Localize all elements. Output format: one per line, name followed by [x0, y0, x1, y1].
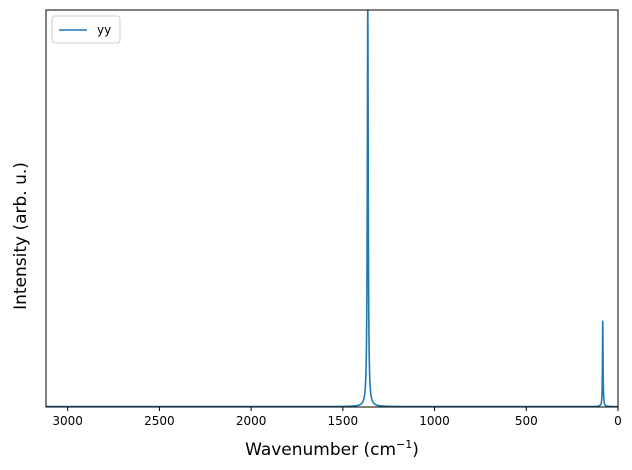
- x-axis-ticks: 3000 2500 2000 1500 1000 500 0: [52, 407, 622, 428]
- x-tick-label: 500: [515, 414, 538, 428]
- x-tick-label: 2000: [236, 414, 267, 428]
- x-tick-label: 1500: [328, 414, 359, 428]
- x-axis-label-superscript: −1: [396, 438, 412, 451]
- legend-label-yy: yy: [97, 23, 111, 37]
- x-tick-label: 2500: [144, 414, 175, 428]
- x-axis-label: Wavenumber (cm−1): [245, 438, 419, 460]
- legend: yy: [51, 15, 121, 44]
- x-tick-label: 1000: [419, 414, 450, 428]
- x-tick-label: 3000: [52, 414, 83, 428]
- x-tick-label: 0: [614, 414, 622, 428]
- x-axis-label-suffix: ): [412, 440, 419, 460]
- axes-frame: [45, 9, 619, 408]
- y-axis-label: Intensity (arb. u.): [11, 162, 31, 310]
